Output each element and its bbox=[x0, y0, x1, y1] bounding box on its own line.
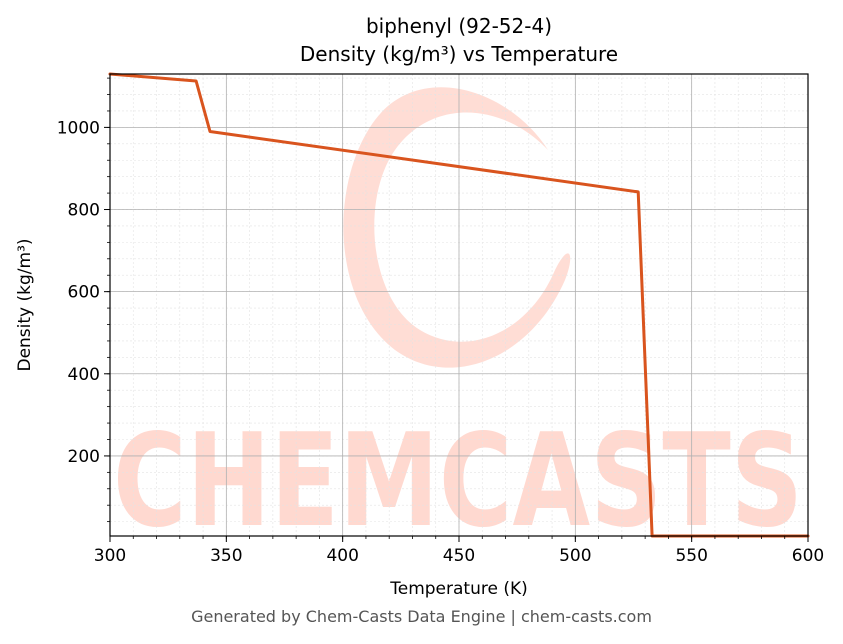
x-tick-label: 300 bbox=[94, 546, 126, 566]
y-tick-label: 200 bbox=[68, 447, 100, 467]
x-tick-label: 550 bbox=[675, 546, 707, 566]
y-tick-label: 800 bbox=[68, 201, 100, 221]
watermark-text: CHEMCASTS bbox=[113, 407, 803, 556]
x-tick-label: 400 bbox=[326, 546, 358, 566]
axis-ticks: 300 350 400 450 500 550 600 200 400 600 800 1000 bbox=[57, 77, 824, 566]
y-tick-label: 600 bbox=[68, 283, 100, 303]
density-chart: CHEMCASTS 300 350 400 450 500 550 600 200 400 600… bbox=[15, 14, 824, 599]
x-tick-label: 500 bbox=[559, 546, 591, 566]
x-tick-label: 350 bbox=[210, 546, 242, 566]
chemcasts-watermark: CHEMCASTS bbox=[113, 87, 803, 556]
x-tick-label: 450 bbox=[443, 546, 475, 566]
y-axis-label: Density (kg/m³) bbox=[15, 238, 35, 371]
x-tick-label: 600 bbox=[792, 546, 824, 566]
chart-subtitle: Density (kg/m³) vs Temperature bbox=[300, 42, 618, 66]
watermark-swirl bbox=[343, 87, 571, 368]
y-tick-label: 400 bbox=[68, 365, 100, 385]
y-tick-label: 1000 bbox=[57, 118, 100, 138]
x-axis-label: Temperature (K) bbox=[389, 579, 528, 599]
chart-title: biphenyl (92-52-4) bbox=[366, 14, 552, 38]
footer-credit: Generated by Chem-Casts Data Engine | ch… bbox=[191, 607, 652, 626]
